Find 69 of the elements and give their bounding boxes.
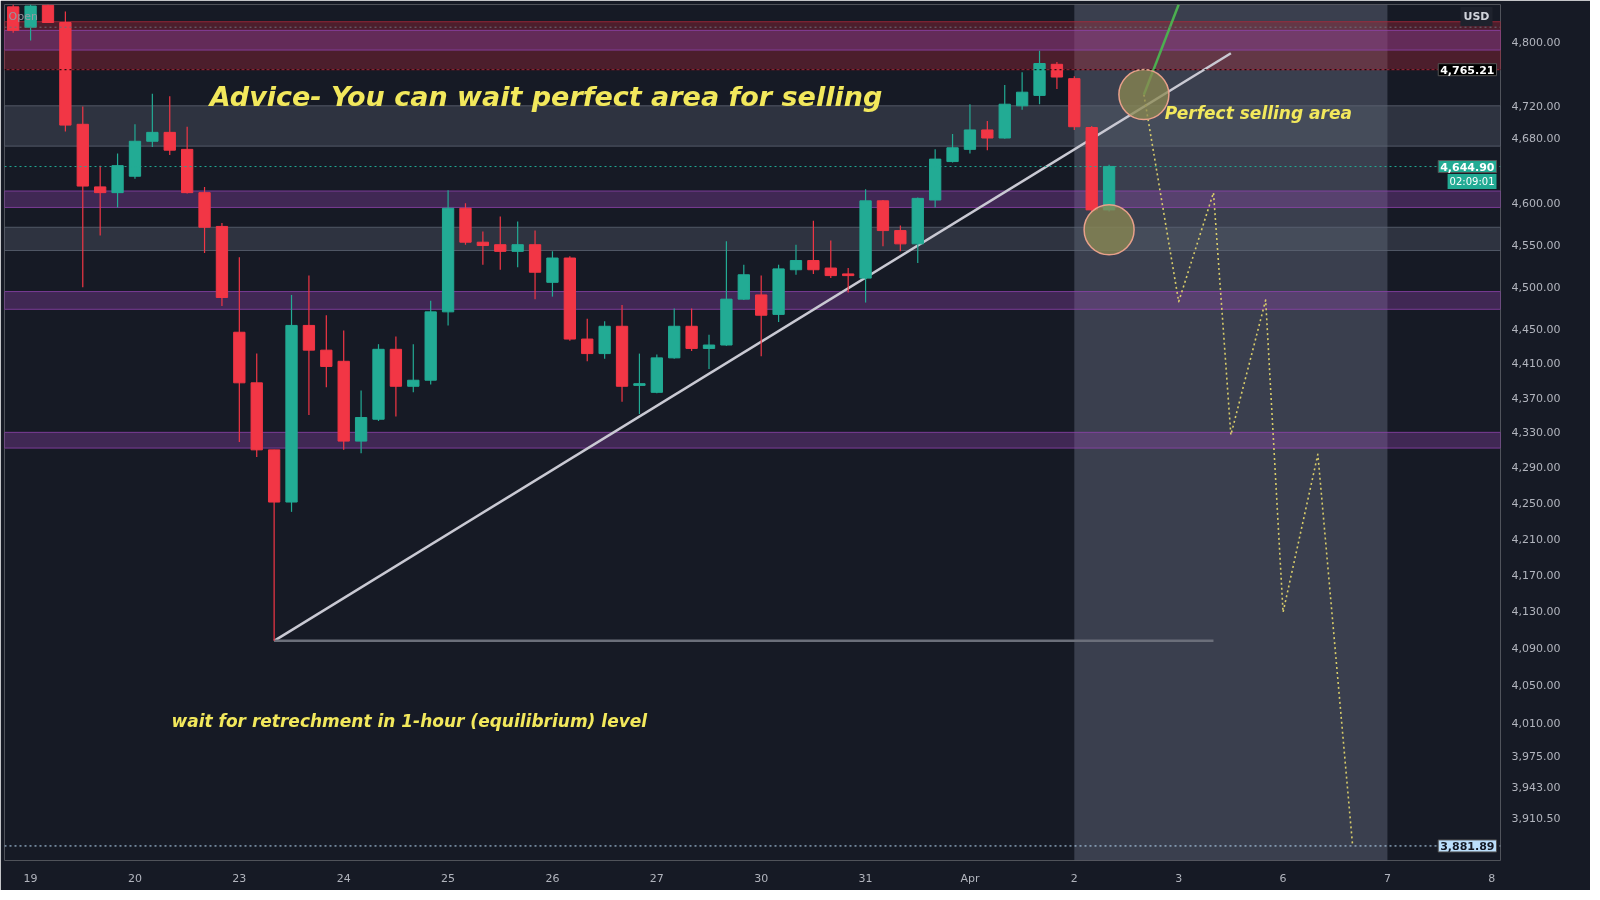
candlestick [354,389,368,454]
candlestick [163,95,176,156]
y-tick-label: 4,330.00 [1511,426,1561,440]
y-tick-label: 4,720.00 [1511,99,1561,113]
annotation: USD [1463,10,1490,23]
x-tick-label: 31 [858,871,873,885]
y-tick-label: 3,975.00 [1511,750,1561,764]
candlestick [685,307,698,352]
y-tick-label: 4,500.00 [1511,280,1561,294]
text: Advice- You can wait perfect area for selling [207,80,883,112]
y-tick-label: 4,090.00 [1511,642,1561,656]
y-tick-label: 4,130.00 [1511,605,1561,619]
y-tick-label: 4,210.00 [1511,532,1561,546]
candlestick [702,334,716,370]
y-tick-label: 3,943.00 [1511,780,1561,794]
x-tick-label: 3 [1175,871,1183,885]
y-tick-label: 4,170.00 [1511,568,1561,582]
candlestick [842,267,855,294]
candlestick [755,275,768,357]
x-tick-label: 26 [545,871,560,885]
y-tick-label: 4,550.00 [1511,238,1561,252]
candlestick [789,244,803,276]
candlestick [633,352,646,415]
y-tick-label: 4,010.00 [1511,717,1561,731]
candlestick [476,230,490,266]
candlestick [807,220,820,275]
candlestick [494,215,507,271]
candlestick [581,318,594,362]
candlestick [894,225,907,252]
x-tick-label: 20 [127,871,142,885]
y-tick-label: 4,680.00 [1511,132,1561,146]
ref-line-label: 4,765.21 [1440,63,1495,77]
candlestick [824,239,837,279]
y-tick-label: 4,370.00 [1511,391,1561,405]
annotation: Open [8,10,38,23]
y-tick-label: 4,600.00 [1511,197,1561,211]
candlestick [320,314,333,388]
ref-line-label: 4,644.90 [1440,160,1495,174]
x-tick-label: 19 [23,871,38,885]
candlestick [1015,71,1029,111]
y-tick-label: 3,910.50 [1511,812,1561,826]
candlestick [963,103,977,155]
candlestick [511,220,524,268]
x-tick-label: 8 [1488,871,1496,885]
candlestick [146,93,159,148]
y-tick-label: 4,250.00 [1511,496,1561,510]
candlestick [946,133,959,163]
candlestick [407,343,420,393]
candlestick [1050,61,1064,90]
annotation: wait for retrechment in 1-hour (equilibrium) level [171,711,649,732]
x-tick-label: 27 [649,871,664,885]
x-tick-label: 30 [754,871,769,885]
ref-line-label: 3,881.89 [1440,839,1495,853]
y-tick-label: 4,410.00 [1511,357,1561,371]
x-tick-label: 7 [1383,871,1391,885]
x-tick-label: 24 [336,871,351,885]
annotation: Perfect selling area [1164,103,1352,124]
y-tick-label: 4,050.00 [1511,679,1561,693]
x-tick-label: Apr [960,871,980,885]
y-tick-label: 4,450.00 [1511,322,1561,336]
x-tick-label: 25 [441,871,456,885]
candlestick [94,165,107,237]
x-tick-label: 2 [1070,871,1078,885]
y-tick-label: 4,290.00 [1511,461,1561,475]
annotation: 02:09:01 [1449,176,1495,188]
y-tick-label: 4,800.00 [1511,36,1561,50]
x-tick-label: 6 [1279,871,1287,885]
x-tick-label: 23 [232,871,247,885]
candlestick [981,120,994,151]
